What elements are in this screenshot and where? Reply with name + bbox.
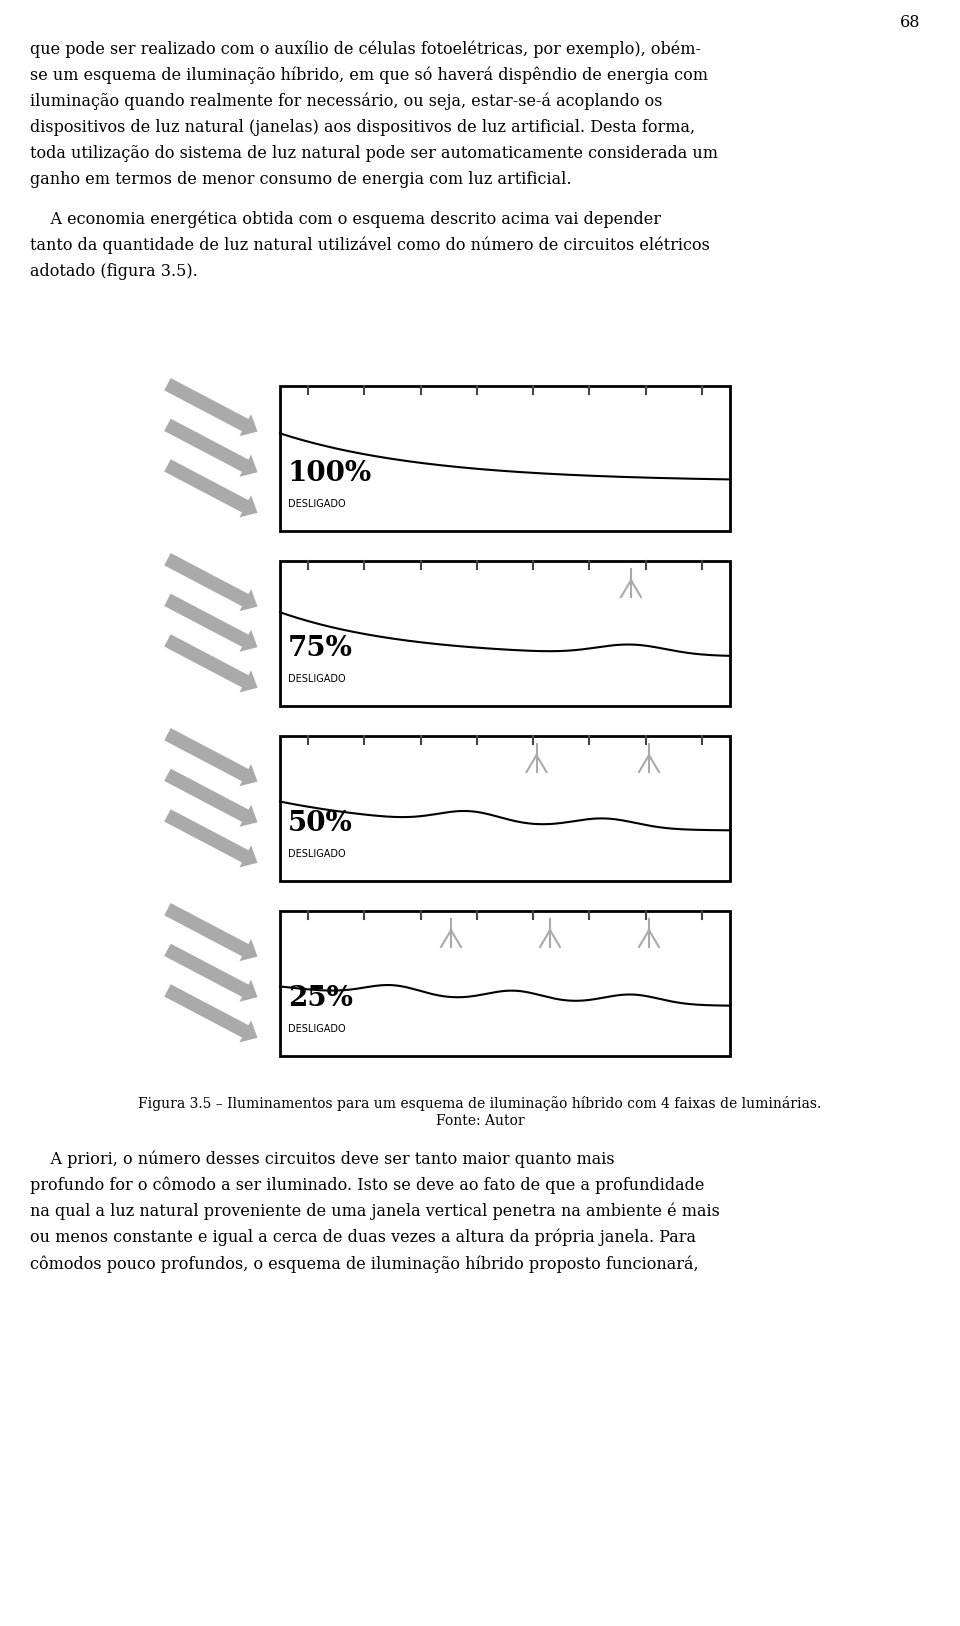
Bar xyxy=(280,561,730,706)
Text: 50%: 50% xyxy=(288,810,352,837)
Text: A economia energética obtida com o esquema descrito acima vai depender: A economia energética obtida com o esque… xyxy=(30,211,661,229)
Bar xyxy=(280,911,730,1055)
Text: Fonte: Autor: Fonte: Autor xyxy=(436,1114,524,1128)
Bar xyxy=(280,385,730,532)
Text: ou menos constante e igual a cerca de duas vezes a altura da própria janela. Par: ou menos constante e igual a cerca de du… xyxy=(30,1229,696,1247)
Text: DESLIGADO: DESLIGADO xyxy=(288,675,346,685)
Text: toda utilização do sistema de luz natural pode ser automaticamente considerada u: toda utilização do sistema de luz natura… xyxy=(30,145,718,163)
Text: profundo for o cômodo a ser iluminado. Isto se deve ao fato de que a profundidad: profundo for o cômodo a ser iluminado. I… xyxy=(30,1177,705,1195)
Text: DESLIGADO: DESLIGADO xyxy=(288,849,346,859)
Text: se um esquema de iluminação híbrido, em que só haverá dispêndio de energia com: se um esquema de iluminação híbrido, em … xyxy=(30,67,708,85)
Text: dispositivos de luz natural (janelas) aos dispositivos de luz artificial. Desta : dispositivos de luz natural (janelas) ao… xyxy=(30,119,695,137)
Bar xyxy=(280,737,730,881)
Text: DESLIGADO: DESLIGADO xyxy=(288,1024,346,1034)
Text: cômodos pouco profundos, o esquema de iluminação híbrido proposto funcionará,: cômodos pouco profundos, o esquema de il… xyxy=(30,1255,699,1273)
Text: na qual a luz natural proveniente de uma janela vertical penetra na ambiente é m: na qual a luz natural proveniente de uma… xyxy=(30,1203,720,1221)
Text: tanto da quantidade de luz natural utilizável como do número de circuitos elétri: tanto da quantidade de luz natural utili… xyxy=(30,237,709,255)
Text: ganho em termos de menor consumo de energia com luz artificial.: ganho em termos de menor consumo de ener… xyxy=(30,171,571,189)
Text: iluminação quando realmente for necessário, ou seja, estar-se-á acoplando os: iluminação quando realmente for necessár… xyxy=(30,93,662,111)
Text: 25%: 25% xyxy=(288,985,353,1011)
Text: A priori, o número desses circuitos deve ser tanto maior quanto mais: A priori, o número desses circuitos deve… xyxy=(30,1151,614,1169)
Text: 100%: 100% xyxy=(288,460,372,488)
Text: 68: 68 xyxy=(900,15,921,31)
Text: 75%: 75% xyxy=(288,636,353,662)
Text: adotado (figura 3.5).: adotado (figura 3.5). xyxy=(30,263,198,280)
Text: Figura 3.5 – Iluminamentos para um esquema de iluminação híbrido com 4 faixas de: Figura 3.5 – Iluminamentos para um esque… xyxy=(138,1096,822,1111)
Text: que pode ser realizado com o auxílio de células fotoelétricas, por exemplo), obé: que pode ser realizado com o auxílio de … xyxy=(30,41,701,59)
Text: DESLIGADO: DESLIGADO xyxy=(288,499,346,509)
